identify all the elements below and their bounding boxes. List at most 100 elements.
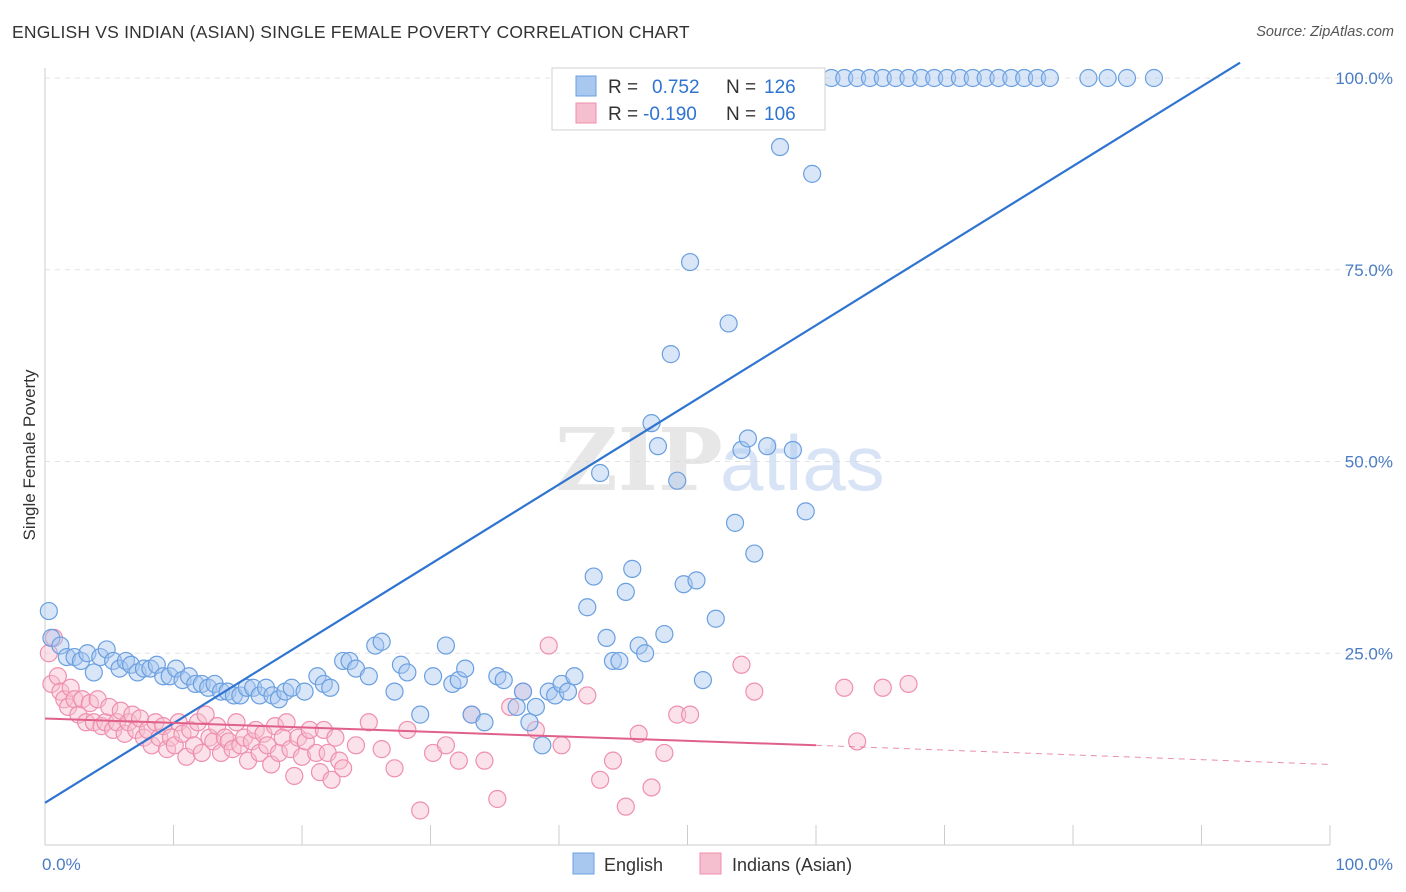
english-point [668, 471, 687, 490]
indian-point [873, 678, 892, 697]
indian-point [285, 766, 304, 786]
english-point [848, 68, 867, 88]
english-point [1040, 68, 1059, 88]
english-point [860, 68, 880, 88]
indian-trend-line [44, 717, 817, 747]
bottom-legend: English Indians (Asian) [572, 852, 852, 875]
bottom-legend-english-swatch [572, 852, 595, 875]
indian-point [591, 770, 610, 789]
english-point [635, 644, 655, 663]
english-point [680, 252, 700, 272]
english-point [1144, 68, 1164, 88]
english-point [783, 440, 802, 460]
indian-point [181, 720, 200, 740]
english-point [436, 636, 456, 655]
english-trend-line [44, 61, 1241, 804]
indian-point [100, 697, 119, 717]
indian-point [346, 736, 366, 755]
english-point [584, 567, 603, 586]
indian-point [292, 747, 312, 766]
indian-n-value: 106 [764, 104, 796, 125]
watermark-zip: ZIP [555, 410, 723, 511]
indian-point [300, 720, 319, 740]
indian-point [835, 678, 854, 697]
english-point [513, 682, 533, 701]
indian-n-label: N = [726, 104, 756, 125]
indian-point [411, 801, 430, 820]
english-point [770, 137, 790, 157]
watermark-atlas: atlas [720, 419, 885, 507]
indian-point [192, 743, 211, 763]
english-point [84, 663, 103, 682]
indian-point [552, 736, 571, 755]
english-point [873, 68, 892, 88]
indian-point [326, 728, 345, 747]
indian-point [296, 732, 315, 751]
indian-point [188, 713, 208, 732]
indian-point [449, 751, 468, 770]
source-label: Source: ZipAtlas.com [1256, 24, 1394, 40]
indian-point [745, 682, 764, 701]
english-point [385, 682, 404, 701]
indian-point [359, 713, 378, 732]
english-point [533, 736, 552, 755]
indian-r-label: R = [608, 104, 638, 125]
indian-point [668, 705, 687, 724]
indian-point [436, 736, 456, 755]
english-point [51, 636, 70, 655]
english-point [1015, 68, 1034, 88]
stats-legend: R = 0.752 N = 126 R = -0.190 N = 106 [551, 67, 826, 131]
grid-layer [45, 77, 1395, 654]
english-point [526, 697, 545, 717]
english-point [976, 68, 995, 88]
bottom-legend-indian-label: Indians (Asian) [732, 855, 852, 875]
english-point [687, 571, 706, 590]
bottom-legend-english-label: English [604, 855, 663, 875]
english-point [950, 68, 970, 88]
english-point [1079, 68, 1098, 88]
indian-point [578, 686, 597, 705]
indian-point [642, 778, 661, 797]
english-point [565, 667, 584, 686]
english-point [610, 651, 629, 671]
indian-r-value: -0.190 [643, 104, 697, 125]
indian-point [680, 705, 700, 724]
english-point [603, 651, 623, 671]
indian-legend-swatch [575, 102, 597, 124]
english-point [520, 713, 539, 732]
english-point [623, 559, 642, 578]
y-tick-label: 100.0% [1335, 69, 1393, 88]
indian-point [848, 732, 867, 751]
english-point [758, 437, 777, 456]
english-point [912, 68, 931, 88]
english-point [661, 345, 680, 364]
english-points [39, 68, 1164, 755]
english-point [398, 663, 417, 682]
english-point [1117, 68, 1137, 88]
indian-point [899, 674, 918, 694]
indian-point [48, 667, 67, 686]
indian-point [539, 636, 558, 655]
english-point [886, 68, 905, 88]
indian-point [334, 759, 353, 778]
indian-point [616, 797, 635, 816]
english-point [449, 670, 468, 690]
english-point [558, 682, 578, 701]
indian-point [475, 751, 494, 770]
english-point [494, 670, 513, 690]
english-point [655, 624, 674, 644]
indian-trend-extension [815, 744, 1331, 765]
english-point [803, 164, 822, 183]
indian-point [655, 743, 674, 763]
english-point [835, 68, 854, 88]
english-point [1027, 68, 1047, 88]
english-point [989, 68, 1008, 88]
indian-points [39, 628, 918, 820]
english-point [39, 601, 58, 621]
english-r-value: 0.752 [652, 77, 700, 98]
english-point [423, 667, 443, 686]
english-point [456, 659, 475, 678]
x-tick-label: 100.0% [1335, 855, 1393, 874]
indian-point [184, 736, 204, 755]
